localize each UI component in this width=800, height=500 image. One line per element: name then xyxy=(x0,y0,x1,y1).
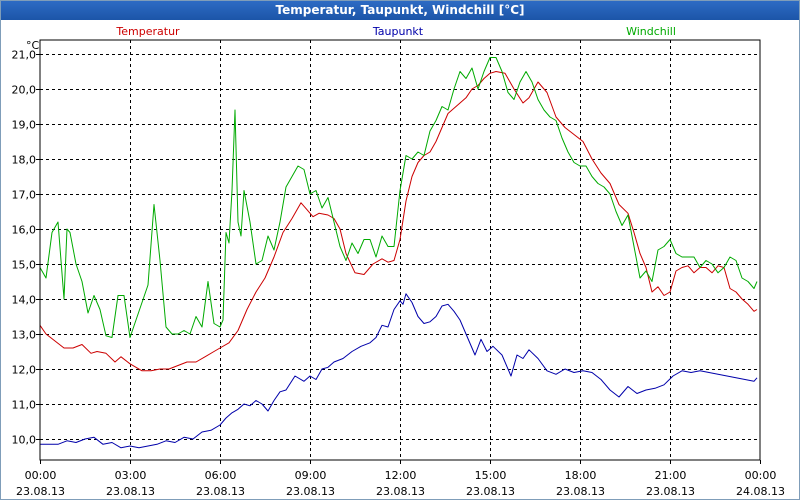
x-axis-ticks: 00:00 23.08.13 03:00 23.08.13 06:00 23.08.13 0… xyxy=(16,460,785,498)
x-tick-time-label: 06:00 xyxy=(205,469,237,482)
y-tick-label: 12,0 xyxy=(12,364,37,377)
x-tick-time-label: 00:00 xyxy=(25,469,57,482)
x-tick-time-label: 21:00 xyxy=(655,469,687,482)
x-tick-date-label: 23.08.13 xyxy=(106,485,155,498)
legend-temperatur: Temperatur xyxy=(115,25,180,38)
series-line-temperatur xyxy=(39,71,758,372)
x-tick-date-label: 23.08.13 xyxy=(16,485,65,498)
series-layer xyxy=(39,57,758,449)
x-tick-date-label: 23.08.13 xyxy=(196,485,245,498)
x-tick-date-label: 23.08.13 xyxy=(646,485,695,498)
x-tick-time-label: 18:00 xyxy=(565,469,597,482)
x-tick-time-label: 12:00 xyxy=(385,469,417,482)
y-tick-label: 13,0 xyxy=(12,329,37,342)
x-tick-time-label: 09:00 xyxy=(295,469,327,482)
y-tick-label: 21,0 xyxy=(12,49,37,62)
y-tick-label: 11,0 xyxy=(12,399,37,412)
legend-taupunkt: Taupunkt xyxy=(372,25,424,38)
y-tick-label: 15,0 xyxy=(12,259,37,272)
x-tick-date-label: 24.08.13 xyxy=(736,485,785,498)
y-tick-label: 19,0 xyxy=(12,119,37,132)
y-tick-label: 14,0 xyxy=(12,294,37,307)
y-tick-label: 10,0 xyxy=(12,434,37,447)
legend-windchill: Windchill xyxy=(626,25,676,38)
x-tick-time-label: 15:00 xyxy=(475,469,507,482)
y-axis-unit-label: °C xyxy=(26,39,40,52)
y-tick-label: 16,0 xyxy=(12,224,37,237)
x-tick-date-label: 23.08.13 xyxy=(466,485,515,498)
x-tick-date-label: 23.08.13 xyxy=(376,485,425,498)
series-line-windchill xyxy=(39,57,758,338)
y-tick-label: 18,0 xyxy=(12,154,37,167)
x-tick-date-label: 23.08.13 xyxy=(556,485,605,498)
x-tick-time-label: 03:00 xyxy=(115,469,147,482)
y-tick-label: 17,0 xyxy=(12,189,37,202)
y-axis-ticks: 10,0 11,0 12,0 13,0 14,0 15,0 16,0 17,0 18,0 19,0… xyxy=(12,49,40,447)
y-tick-label: 20,0 xyxy=(12,84,37,97)
x-tick-date-label: 23.08.13 xyxy=(286,485,335,498)
chart-title: Temperatur, Taupunkt, Windchill [°C] xyxy=(1,1,799,20)
series-line-taupunkt xyxy=(40,293,758,449)
grid xyxy=(40,40,760,460)
x-tick-time-label: 00:00 xyxy=(745,469,777,482)
